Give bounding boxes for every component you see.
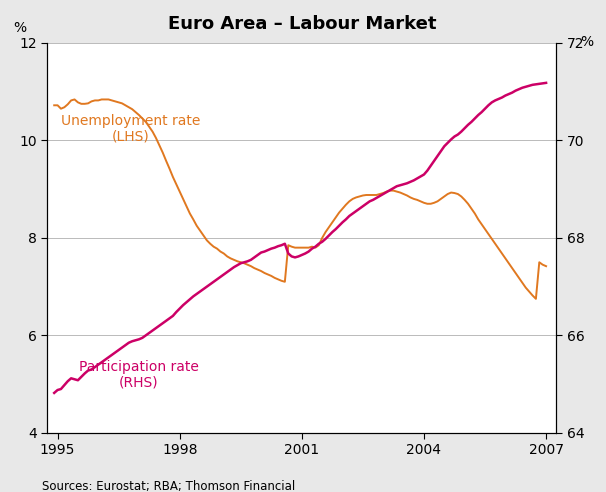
Title: Euro Area – Labour Market: Euro Area – Labour Market: [168, 15, 436, 33]
Text: Participation rate
(RHS): Participation rate (RHS): [79, 360, 199, 390]
Text: Sources: Eurostat; RBA; Thomson Financial: Sources: Eurostat; RBA; Thomson Financia…: [42, 480, 296, 492]
Text: Unemployment rate
(LHS): Unemployment rate (LHS): [61, 114, 201, 144]
Y-axis label: %: %: [13, 21, 26, 35]
Y-axis label: %: %: [580, 35, 593, 49]
